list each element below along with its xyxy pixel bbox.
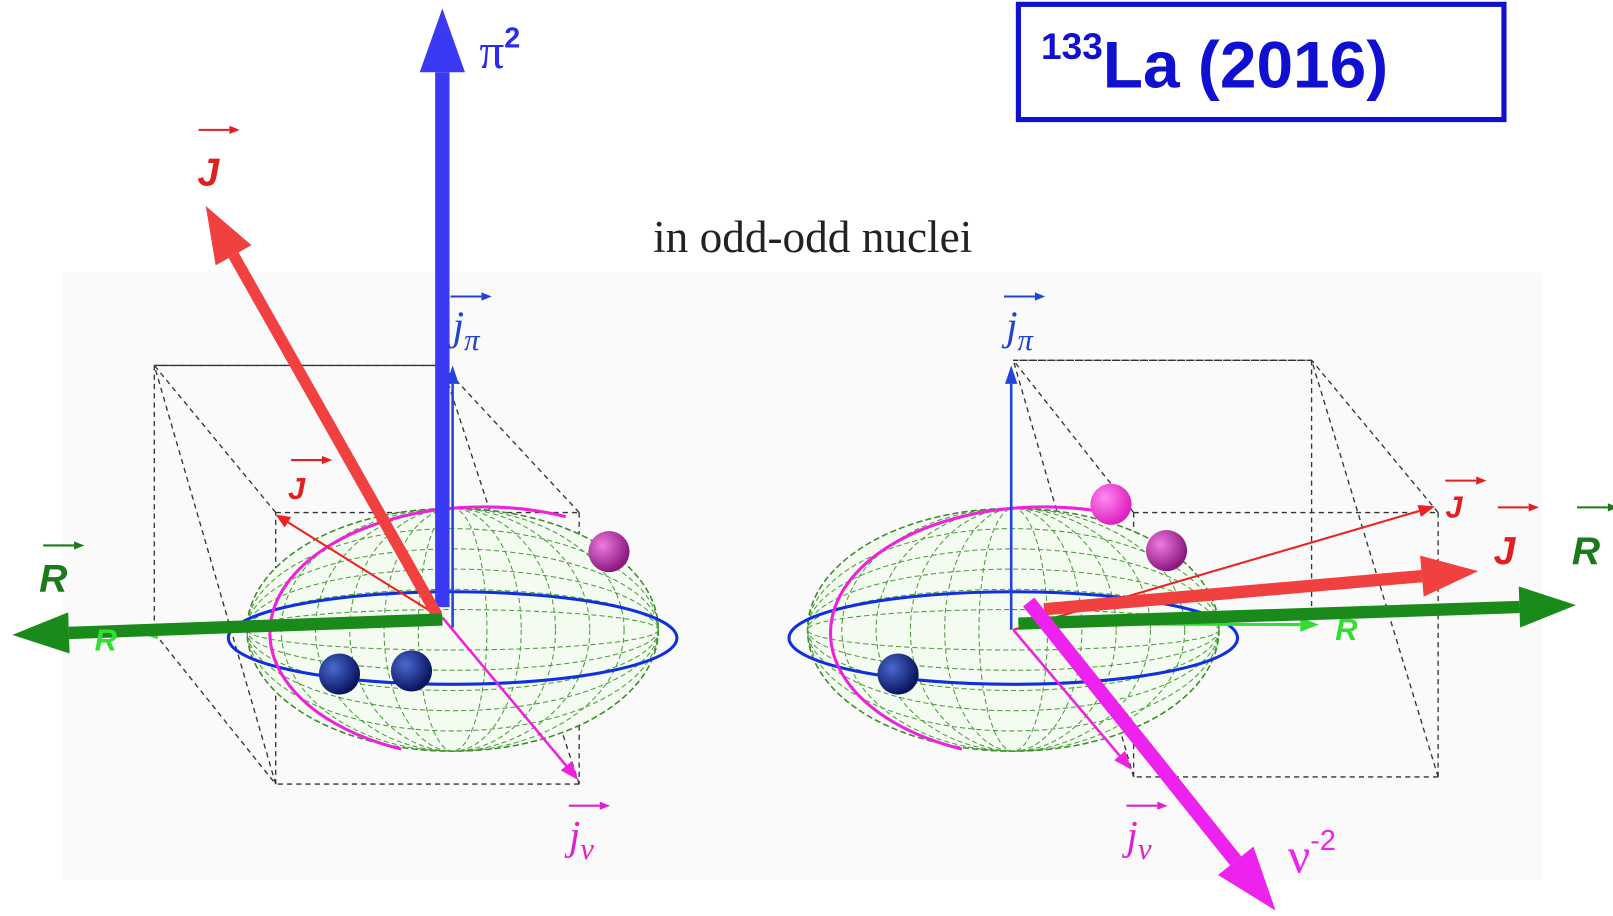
- particle: [877, 653, 918, 694]
- R-big-label: R: [39, 558, 67, 601]
- particle: [391, 650, 432, 691]
- diagram: 133La (2016) in odd-odd nuclei π2 J J R …: [0, 0, 1613, 916]
- nu-power: -2: [1310, 825, 1336, 857]
- nu-symbol: ν: [1288, 829, 1310, 884]
- particle: [319, 653, 360, 694]
- particle: [1090, 484, 1131, 525]
- R-small-label: R: [95, 622, 118, 657]
- subtitle: in odd-odd nuclei: [653, 212, 972, 262]
- particle: [588, 531, 629, 572]
- J-small-label: J: [288, 471, 306, 506]
- j-pi-sub: π: [464, 323, 481, 357]
- page: 133La chiral geometry html, body { margi…: [0, 0, 1613, 916]
- R-small-label-right: R: [1335, 612, 1358, 647]
- title-rest: La (2016): [1103, 28, 1388, 102]
- J-small-label-right: J: [1445, 490, 1463, 525]
- pi-power: 2: [504, 23, 520, 55]
- J-big-label: J: [198, 151, 221, 194]
- particle: [1146, 530, 1187, 571]
- j-pi-sub: π: [1018, 323, 1035, 357]
- pi-symbol: π: [479, 24, 504, 79]
- mass-number: 133: [1041, 25, 1103, 67]
- J-big-label-right: J: [1494, 530, 1517, 573]
- body: { "title": {"mass": "133", "rest": "La (…: [0, 0, 1613, 916]
- R-big-label-right: R: [1572, 530, 1600, 573]
- j-nu-sub: ν: [580, 832, 594, 866]
- j-nu-sub: ν: [1138, 832, 1152, 866]
